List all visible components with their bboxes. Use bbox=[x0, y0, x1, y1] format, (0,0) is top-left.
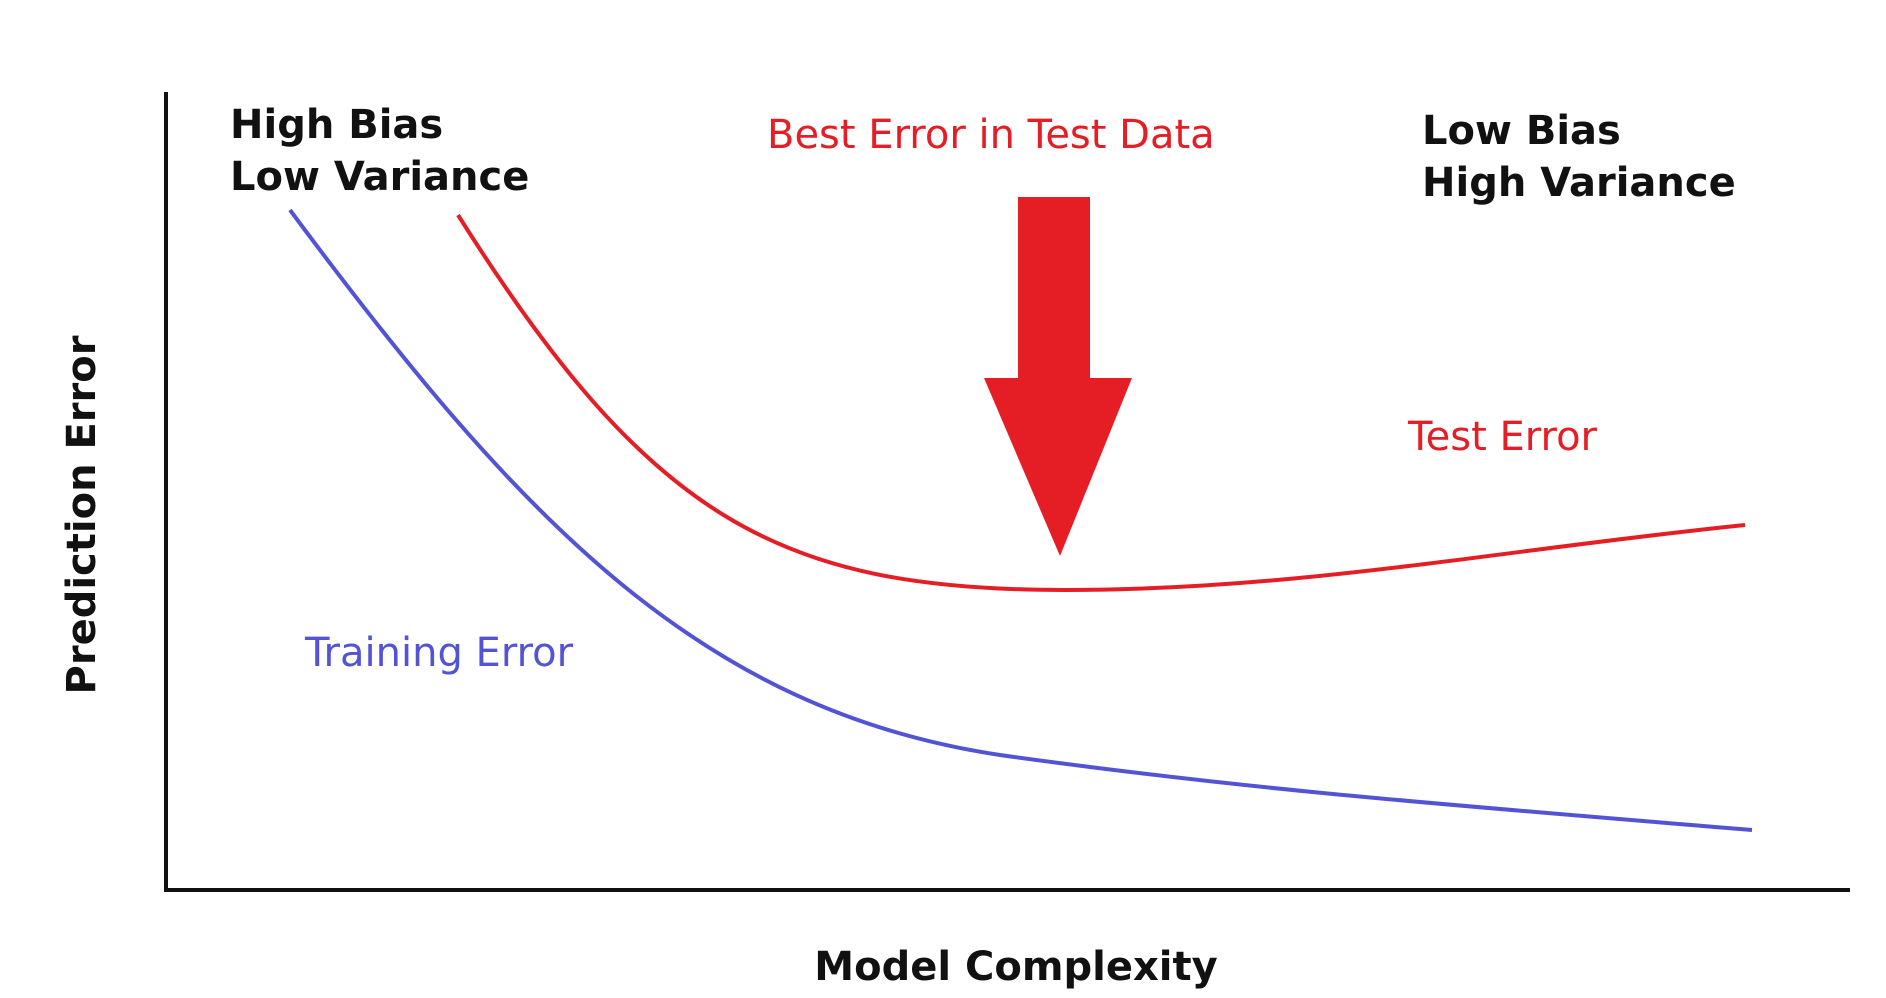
x-axis-label: Model Complexity bbox=[814, 944, 1217, 990]
left-regime-line2: Low Variance bbox=[230, 154, 529, 200]
y-axis-label: Prediction Error bbox=[59, 335, 105, 694]
best-error-arrow bbox=[984, 197, 1132, 556]
right-regime-line1: Low Bias bbox=[1422, 108, 1621, 154]
training-error-curve bbox=[288, 208, 1753, 832]
training-error-label: Training Error bbox=[304, 630, 574, 676]
test-error-label: Test Error bbox=[1407, 414, 1598, 460]
test-error-curve bbox=[456, 213, 1746, 593]
right-regime-line2: High Variance bbox=[1422, 160, 1736, 206]
best-error-label: Best Error in Test Data bbox=[767, 112, 1215, 158]
left-regime-line1: High Bias bbox=[230, 102, 443, 148]
